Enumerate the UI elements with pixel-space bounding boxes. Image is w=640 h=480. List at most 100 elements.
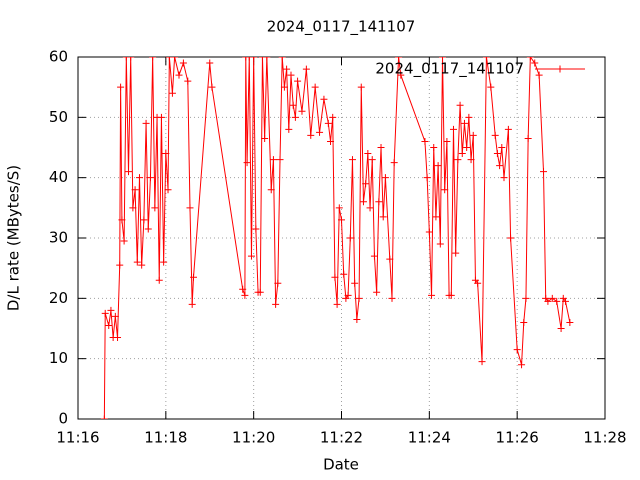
point-marker (430, 144, 438, 151)
point-marker (160, 258, 168, 266)
point-marker (531, 59, 539, 67)
y-tick-label: 20 (49, 289, 68, 307)
point-marker (428, 291, 436, 299)
point-marker (125, 168, 133, 176)
point-marker (338, 216, 345, 224)
point-marker (432, 213, 440, 221)
point-marker (388, 294, 396, 302)
point-marker (239, 285, 247, 293)
point-marker (171, 57, 179, 61)
point-marker (498, 144, 506, 151)
point-marker (370, 252, 378, 260)
point-marker (280, 83, 288, 91)
point-marker (491, 131, 499, 139)
point-marker (364, 150, 372, 158)
point-marker (263, 57, 271, 61)
point-marker (357, 83, 365, 91)
point-marker (467, 156, 475, 164)
point-marker (151, 204, 159, 212)
point-marker (168, 89, 176, 97)
point-marker (245, 57, 253, 61)
point-marker (162, 150, 170, 158)
point-marker (487, 83, 495, 91)
x-tick-label: 11:16 (56, 429, 99, 447)
point-marker (129, 204, 137, 212)
point-marker (105, 321, 113, 329)
point-marker (127, 57, 135, 61)
point-marker (269, 156, 277, 164)
point-marker (242, 57, 250, 61)
point-marker (285, 125, 293, 133)
point-marker (504, 125, 512, 133)
point-marker (368, 156, 376, 164)
point-marker (518, 361, 526, 369)
point-marker (190, 273, 198, 281)
point-marker (340, 270, 348, 278)
point-marker (395, 57, 403, 61)
point-marker (456, 101, 464, 109)
x-tick-label: 11:20 (232, 429, 275, 447)
x-tick-label: 11:28 (583, 429, 626, 447)
point-marker (122, 57, 130, 61)
point-marker (482, 57, 490, 61)
point-marker (287, 71, 295, 79)
point-marker (351, 279, 359, 287)
point-marker (335, 204, 343, 212)
point-marker (520, 318, 528, 326)
point-marker (454, 156, 462, 164)
point-marker (267, 186, 275, 194)
point-marker (155, 276, 163, 284)
point-marker (186, 204, 194, 212)
point-marker (359, 198, 367, 206)
point-marker (449, 125, 457, 133)
point-marker (316, 128, 324, 136)
point-marker (463, 144, 471, 151)
point-marker (283, 65, 291, 73)
point-marker (247, 252, 255, 260)
point-marker (474, 279, 482, 287)
point-marker (261, 134, 269, 142)
point-marker (165, 57, 173, 61)
plot-border (77, 56, 606, 420)
x-tick-label: 11:18 (144, 429, 187, 447)
point-marker (421, 137, 429, 145)
point-marker (353, 315, 361, 323)
y-tick-label: 0 (58, 410, 68, 428)
point-marker (447, 291, 455, 299)
y-tick-label: 10 (49, 349, 68, 367)
point-marker (397, 71, 405, 79)
point-marker (526, 57, 534, 61)
point-marker (465, 113, 473, 121)
point-marker (434, 162, 442, 170)
series-line (103, 57, 571, 419)
point-marker (379, 213, 387, 221)
point-marker (278, 57, 286, 61)
point-marker (452, 249, 460, 257)
point-marker (256, 288, 264, 296)
point-marker (469, 131, 477, 139)
x-axis-label: Date (323, 456, 359, 474)
point-marker (114, 334, 122, 342)
point-marker (329, 113, 337, 121)
y-tick-label: 40 (49, 168, 68, 186)
y-tick-label: 50 (49, 108, 68, 126)
x-tick-label: 11:24 (408, 429, 451, 447)
point-marker (496, 162, 504, 170)
point-marker (561, 297, 569, 305)
point-marker (381, 174, 389, 182)
point-marker (524, 134, 532, 142)
point-marker (425, 228, 433, 236)
point-marker (566, 318, 574, 326)
plot-area (100, 57, 574, 419)
point-marker (294, 77, 302, 85)
point-marker (276, 156, 284, 164)
point-marker (144, 225, 152, 233)
point-marker (324, 119, 332, 127)
point-marker (175, 71, 183, 79)
y-axis-label: D/L rate (MBytes/S) (5, 165, 23, 311)
point-marker (289, 101, 297, 109)
point-marker (111, 312, 119, 320)
x-tick-label: 11:26 (496, 429, 539, 447)
point-marker (500, 174, 508, 182)
